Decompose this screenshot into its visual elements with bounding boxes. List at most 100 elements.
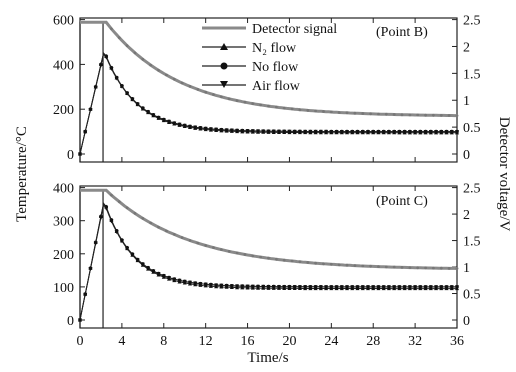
top-y-tick-label: 200 <box>53 103 74 118</box>
top-point-air-flow <box>350 129 355 134</box>
top-point-air-flow <box>104 55 109 60</box>
bottom-detector-signal-point <box>455 267 459 270</box>
bottom-point-air-flow <box>376 285 381 290</box>
top-detector-signal-point <box>416 113 420 117</box>
legend-detector-signal-label: Detector signal <box>252 22 337 37</box>
bottom-x-tick-label: 20 <box>282 334 296 349</box>
bottom-x-tick-label: 0 <box>77 334 84 349</box>
top-detector-signal-point <box>306 109 310 112</box>
bottom-point-air-flow <box>407 285 412 290</box>
top-point-air-flow <box>156 115 161 120</box>
top-point-air-flow <box>140 106 145 111</box>
top-y2-tick-label: 0 <box>463 148 470 163</box>
top-point-air-flow <box>88 108 93 112</box>
bottom-point-air-flow <box>245 284 250 289</box>
top-detector-signal-point <box>141 57 145 61</box>
bottom-point-air-flow <box>303 285 308 290</box>
bottom-x-tick-label: 32 <box>408 334 422 349</box>
top-point-air-flow <box>444 129 449 134</box>
top-point-air-flow <box>198 126 203 131</box>
top-point-air-flow <box>313 129 318 134</box>
bottom-point-air-flow <box>208 283 213 287</box>
top-point-air-flow <box>271 129 276 134</box>
bottom-y-tick-label: 100 <box>53 281 74 296</box>
top-point-air-flow <box>418 129 423 134</box>
bottom-x-tick-label: 24 <box>324 334 338 349</box>
top-detector-signal-point <box>447 114 451 117</box>
bottom-y2-tick-label: 2 <box>463 208 470 223</box>
bottom-detector-pulse <box>79 189 104 328</box>
bottom-point-air-flow <box>135 258 140 263</box>
bottom-detector-signal-point <box>432 266 435 270</box>
bottom-point-air-flow <box>240 284 245 289</box>
top-detector-signal-point <box>196 88 200 91</box>
bottom-point-air-flow <box>78 318 82 323</box>
bottom-detector-signal-point <box>243 253 247 256</box>
bottom-detector-signal-point <box>157 225 160 229</box>
top-detector-signal-point <box>400 113 404 117</box>
top-point-air-flow <box>93 85 98 90</box>
top-detector-signal-point <box>267 104 270 108</box>
top-point-air-flow <box>119 84 124 89</box>
top-detector-signal-point <box>455 114 459 117</box>
bottom-point-air-flow <box>151 269 156 274</box>
bottom-point-air-flow <box>355 285 360 290</box>
top-point-air-flow <box>177 122 182 127</box>
bottom-detector-signal-point <box>345 263 349 267</box>
bottom-series-triangle-down <box>79 203 457 321</box>
bottom-point-air-flow <box>203 282 208 287</box>
bottom-detector-signal-point <box>165 229 168 233</box>
y-axis-right-label: Detector voltage/V <box>496 117 512 232</box>
bottom-point-air-flow <box>182 279 187 284</box>
bottom-point-air-flow <box>318 285 323 290</box>
bottom-point-air-flow <box>98 216 103 221</box>
bottom-point-air-flow <box>172 277 177 282</box>
bottom-panel-plot: 0 4 8 12 16 20 24 28 32 36 0 100 200 300 400 0 0.5 1 1.5 2 2… <box>53 182 481 349</box>
bottom-point-air-flow <box>224 284 229 288</box>
top-y-tick-label: 600 <box>53 14 74 29</box>
top-point-air-flow <box>151 113 156 118</box>
top-point-air-flow <box>439 129 444 134</box>
top-detector-signal-point <box>204 90 208 94</box>
top-y2-tick-label: 0.5 <box>463 121 481 136</box>
top-point-air-flow <box>282 129 287 134</box>
bottom-point-air-flow <box>219 283 224 288</box>
legend-noflow-circle <box>220 62 228 70</box>
bottom-detector-signal-point <box>149 221 153 225</box>
top-detector-signal-point <box>227 97 231 101</box>
bottom-detector-signal-point <box>329 262 333 266</box>
top-point-air-flow <box>125 91 130 96</box>
bottom-detector-signal-point <box>204 244 208 247</box>
bottom-detector-signal-point <box>180 236 184 240</box>
bottom-point-air-flow <box>214 283 219 288</box>
y-axis-left-label: Temperature/°C <box>14 126 30 222</box>
top-point-air-flow <box>208 127 213 132</box>
bottom-point-air-flow <box>187 280 192 285</box>
top-detector-signal-point <box>290 107 294 111</box>
legend-air-label: Air flow <box>252 79 301 94</box>
bottom-y-tick-label: 400 <box>53 182 74 197</box>
bottom-point-air-flow <box>119 239 124 244</box>
bottom-point-air-flow <box>261 284 266 289</box>
top-point-air-flow <box>381 129 386 134</box>
bottom-detector-signal-point <box>361 264 365 268</box>
top-detector-signal-point <box>212 93 215 96</box>
top-detector-signal-point <box>220 95 223 99</box>
top-point-air-flow <box>397 129 402 134</box>
bottom-point-air-flow <box>313 285 318 290</box>
bottom-x-tick-label: 28 <box>366 334 380 349</box>
top-point-air-flow <box>376 129 381 134</box>
bottom-point-air-flow <box>198 282 203 286</box>
bottom-detector-signal-point <box>314 261 317 265</box>
legend-air-triangle-down <box>220 81 228 88</box>
top-point-air-flow <box>324 129 329 134</box>
bottom-panel-label: (Point C) <box>376 194 428 209</box>
bottom-detector-signal-point <box>227 250 231 253</box>
top-point-air-flow <box>214 127 219 132</box>
top-point-air-flow <box>182 123 187 128</box>
top-panel-label: (Point B) <box>376 25 428 40</box>
legend-n2-label: N₂ flow <box>252 41 297 56</box>
bottom-detector-signal-point <box>298 260 302 264</box>
top-point-air-flow <box>455 129 459 134</box>
bottom-y-tick-label: 0 <box>67 314 74 329</box>
